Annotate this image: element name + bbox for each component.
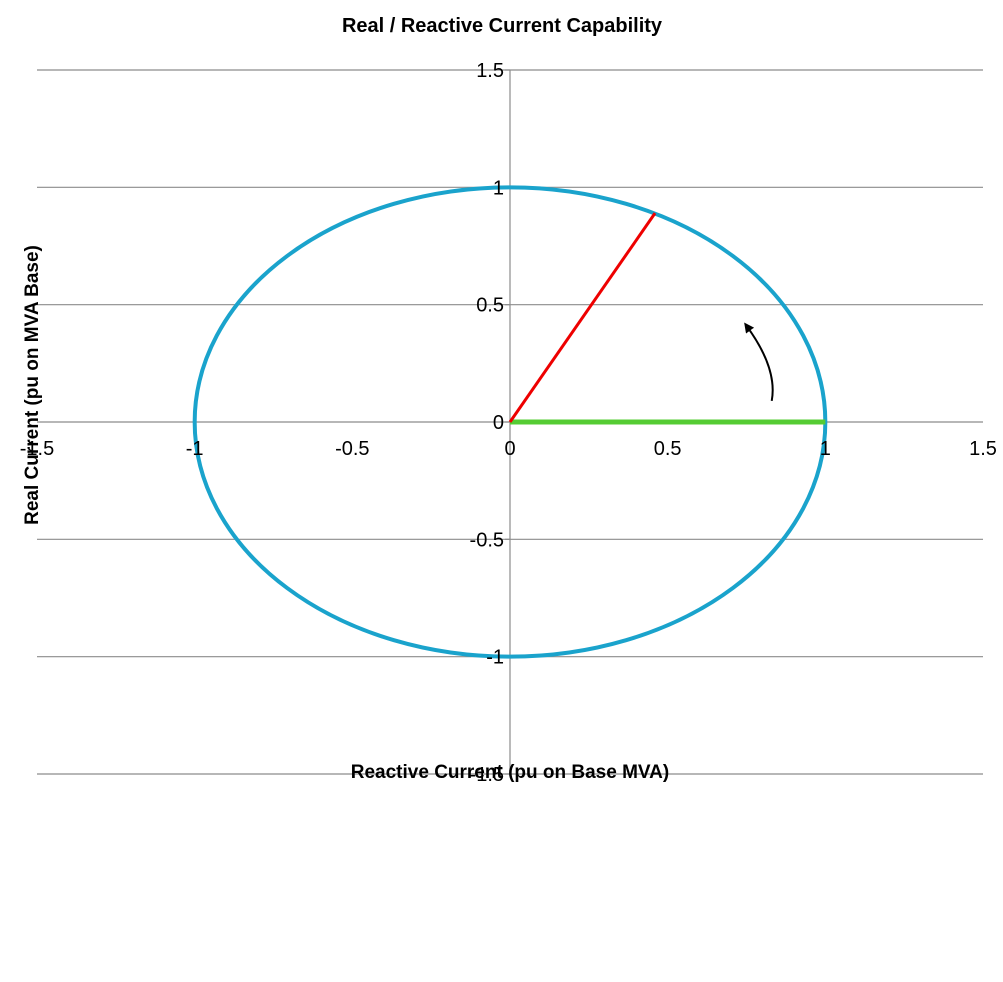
y-tick-labels: -1.5 -1 -0.5 0 0.5 1 1.5	[470, 60, 504, 786]
y-tick-label: 1.5	[476, 60, 504, 82]
x-tick-label: -0.5	[335, 438, 369, 460]
y-tick-label: 0	[493, 412, 504, 434]
y-axis-title: Real Current (pu on MVA Base)	[22, 245, 43, 525]
chart-title: Real / Reactive Current Capability	[342, 15, 663, 37]
data-marks	[192, 185, 828, 659]
current-vector-line	[508, 212, 657, 423]
y-tick-label: -0.5	[470, 529, 504, 551]
y-tick-label: 0.5	[476, 295, 504, 317]
y-tick-label: -1.5	[470, 764, 504, 786]
x-axis-title: Reactive Current (pu on Base MVA)	[351, 762, 669, 783]
x-tick-label: 0	[504, 438, 515, 460]
x-tick-label: 1.5	[969, 438, 997, 460]
y-tick-label: 1	[493, 177, 504, 199]
x-tick-labels: -1.5 -1 -0.5 0 0.5 1 1.5	[20, 438, 997, 460]
capability-circle	[192, 185, 828, 659]
rotation-arrow	[744, 322, 774, 402]
x-tick-label: -1.5	[20, 438, 54, 460]
y-tick-label: -1	[486, 647, 504, 669]
x-tick-label: -1	[186, 438, 204, 460]
x-tick-label: 0.5	[654, 438, 682, 460]
x-tick-label: 1	[820, 438, 831, 460]
